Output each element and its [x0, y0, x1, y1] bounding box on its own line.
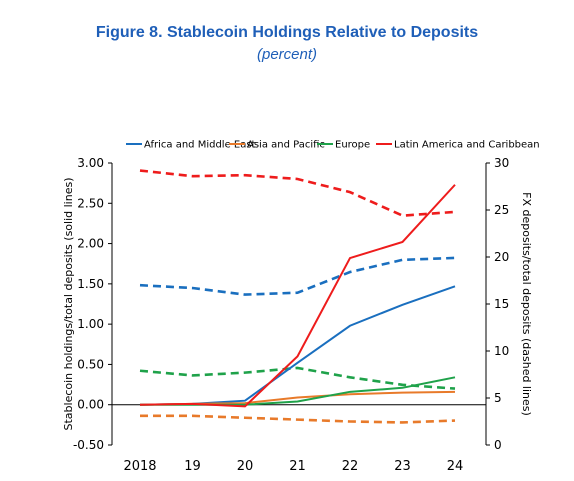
legend-label: Asia and Pacific — [247, 140, 325, 151]
left-axis-title: Stablecoin holdings/total deposits (soli… — [62, 178, 75, 431]
x-tick-label: 2018 — [123, 459, 156, 474]
solid-line-asia-and-pacific — [139, 390, 456, 406]
left-tick-label: 3.00 — [77, 156, 104, 170]
legend-label: Europe — [335, 140, 370, 151]
right-tick-label: 10 — [494, 344, 509, 358]
left-tick-label: 1.50 — [77, 277, 104, 291]
x-tick-label: 19 — [184, 459, 201, 474]
solid-line-europe — [140, 376, 456, 406]
right-tick-label: 20 — [494, 250, 509, 264]
dashed-line-latin-america-and-caribbean — [139, 169, 456, 217]
left-tick-label: 1.00 — [77, 317, 104, 331]
x-tick-label: 20 — [237, 459, 254, 474]
left-tick-label: 2.00 — [77, 237, 104, 251]
left-tick-label: -0.50 — [73, 438, 104, 452]
x-tick-label: 21 — [289, 459, 306, 474]
right-tick-label: 15 — [494, 297, 509, 311]
x-tick-label: 23 — [394, 459, 411, 474]
right-axis-title: FX deposits/total deposits (dashed lines… — [520, 192, 533, 416]
chart-title: Figure 8. Stablecoin Holdings Relative t… — [95, 24, 479, 41]
chart-subtitle: (percent) — [256, 46, 318, 63]
left-tick-label: 2.50 — [77, 196, 104, 210]
legend-label: Latin America and Caribbean — [394, 140, 540, 151]
left-tick-label: 0.50 — [77, 357, 104, 371]
x-tick-label: 22 — [342, 459, 359, 474]
right-tick-label: 25 — [494, 203, 509, 217]
x-tick-label: 24 — [447, 459, 464, 474]
right-tick-label: 0 — [494, 438, 502, 452]
solid-line-latin-america-and-caribbean — [139, 184, 456, 408]
dashed-line-africa-and-middle-east — [139, 256, 456, 296]
right-tick-label: 30 — [494, 156, 509, 170]
legend-label: Africa and Middle East — [144, 140, 256, 151]
right-tick-label: 5 — [494, 391, 502, 405]
dashed-line-europe — [139, 366, 456, 390]
left-tick-label: 0.00 — [77, 398, 104, 412]
dashed-line-asia-and-pacific — [140, 414, 456, 424]
